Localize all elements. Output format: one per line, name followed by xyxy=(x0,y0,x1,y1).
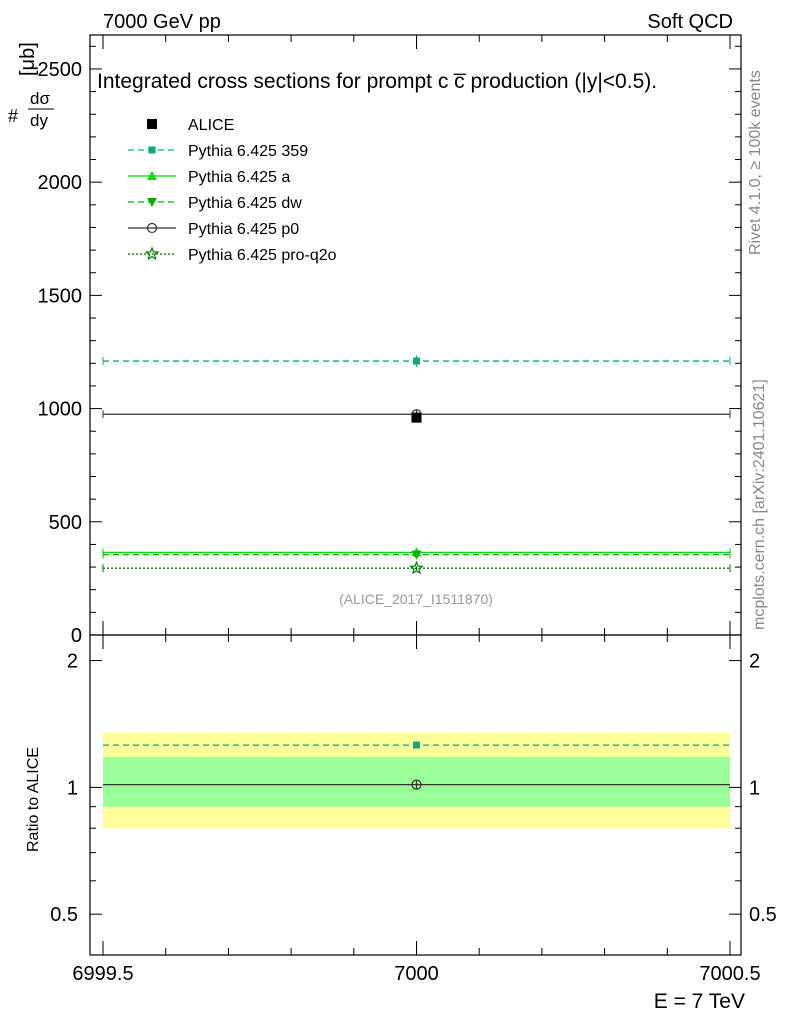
rivet-label: Rivet 4.1.0, ≥ 100k events xyxy=(747,70,764,255)
y-tick-label-bottom: 2 xyxy=(67,651,78,673)
series-point xyxy=(411,550,422,560)
ratio-plot-panel: 0.5 0.5 1 1 2 2 6999.5 7000 7000.5 xyxy=(50,634,777,985)
ratio-plot-frame xyxy=(89,634,742,956)
legend-item: Pythia 6.425 p0 xyxy=(128,221,299,238)
y-tick-label-top: 1000 xyxy=(38,399,83,421)
y-tick-label-top: 1500 xyxy=(38,285,83,307)
ylabel-unit: [μb] xyxy=(17,42,39,76)
legend-marker xyxy=(147,119,157,129)
header-left: 7000 GeV pp xyxy=(103,11,221,33)
y-tick-label-bottom-right: 1 xyxy=(749,777,760,799)
y-tick-label-top: 2000 xyxy=(38,172,83,194)
series-point xyxy=(413,357,420,365)
legend-label: ALICE xyxy=(188,117,234,134)
legend-label: Pythia 6.425 a xyxy=(188,169,290,186)
x-tick-label: 6999.5 xyxy=(72,963,133,985)
y-tick-label-top: 500 xyxy=(49,512,82,534)
main-plot-panel: 0 500 1000 1500 2000 2500 xyxy=(38,34,742,955)
x-tick-label: 7000 xyxy=(394,963,439,985)
legend-marker xyxy=(146,222,158,234)
header-right: Soft QCD xyxy=(647,11,733,33)
ratio-point xyxy=(411,779,422,790)
ylabel-numerator: dσ xyxy=(30,89,50,108)
series-point xyxy=(409,560,424,575)
ylabel-prefix: # xyxy=(8,106,18,126)
x-tick-label: 7000.5 xyxy=(699,963,760,985)
y-axis-label-top: # dσ dy [μb] xyxy=(8,42,54,130)
x-axis-label: E = 7 TeV xyxy=(654,990,745,1013)
ylabel-denominator: dy xyxy=(30,111,48,130)
legend-marker xyxy=(148,146,156,154)
series-0-ratio xyxy=(103,741,730,749)
legend-item: Pythia 6.425 359 xyxy=(128,143,308,160)
y-tick-label-bottom-right: 2 xyxy=(749,651,760,673)
series-0-main xyxy=(102,355,731,367)
y-tick-label-top: 2500 xyxy=(38,59,83,81)
y-tick-label-top: 0 xyxy=(71,625,82,647)
legend-item: Pythia 6.425 pro-q2o xyxy=(128,246,337,264)
series-3-ratio xyxy=(103,779,730,790)
legend-marker xyxy=(147,198,157,207)
plot-title: Integrated cross sections for prompt c c… xyxy=(97,70,657,93)
y-tick-label-bottom: 1 xyxy=(67,777,78,799)
y-tick-label-bottom-right: 0.5 xyxy=(749,904,777,926)
series-4-main xyxy=(102,560,731,575)
legend-label: Pythia 6.425 dw xyxy=(188,195,302,212)
legend-item: Pythia 6.425 a xyxy=(128,169,290,186)
ratio-point xyxy=(413,741,420,749)
legend-marker xyxy=(144,246,160,261)
y-tick-label-bottom: 0.5 xyxy=(50,904,78,926)
legend-marker xyxy=(147,171,157,180)
y-axis-label-bottom: Ratio to ALICE xyxy=(25,747,42,852)
analysis-tag: (ALICE_2017_I1511870) xyxy=(339,591,493,607)
series-2-main xyxy=(102,550,731,560)
legend-label: Pythia 6.425 p0 xyxy=(188,221,299,238)
data-point-alice xyxy=(411,412,422,423)
mcplots-label: mcplots.cern.ch [arXiv:2401.10621] xyxy=(751,379,768,630)
legend-label: Pythia 6.425 359 xyxy=(188,143,308,160)
legend-label: Pythia 6.425 pro-q2o xyxy=(188,247,337,264)
legend-item: Pythia 6.425 dw xyxy=(128,195,302,212)
legend-item: ALICE xyxy=(147,117,234,134)
legend: ALICE Pythia 6.425 359 Pythia 6.425 a Pythi… xyxy=(128,117,337,264)
